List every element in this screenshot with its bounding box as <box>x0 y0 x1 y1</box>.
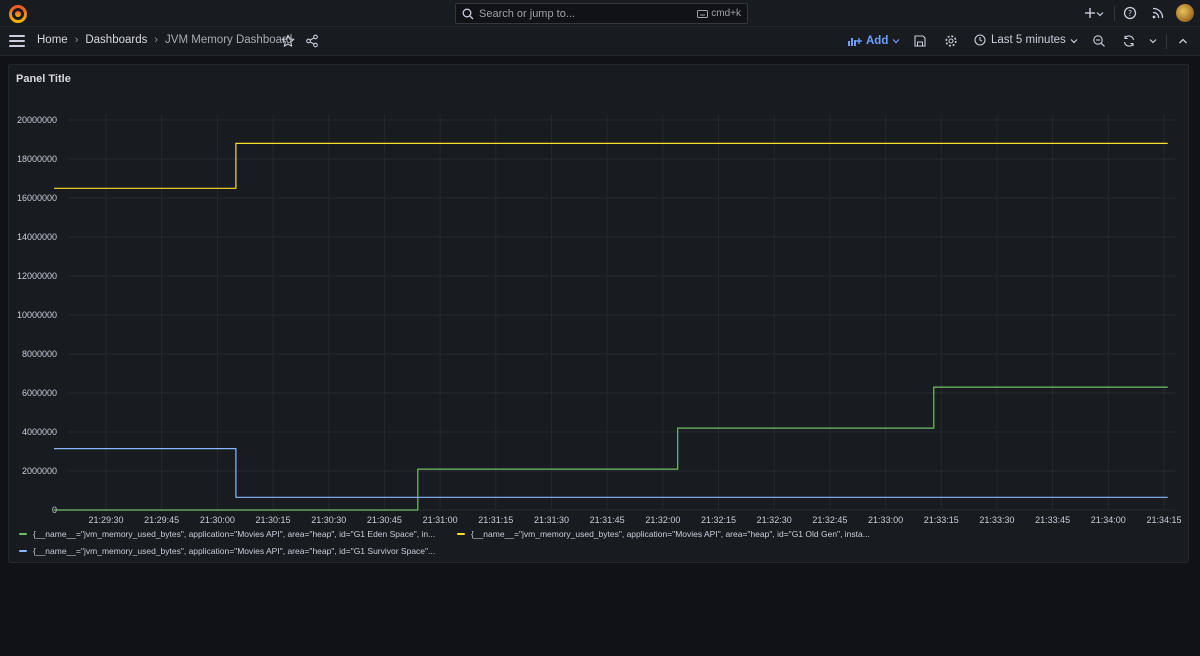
time-range-picker[interactable]: Last 5 minutes <box>974 34 1066 46</box>
y-tick-label: 12000000 <box>17 271 57 281</box>
y-tick-label: 2000000 <box>22 466 57 476</box>
x-tick-label: 21:31:00 <box>423 515 458 525</box>
menu-icon[interactable] <box>9 35 25 47</box>
x-tick-label: 21:31:45 <box>590 515 625 525</box>
x-tick-label: 21:31:15 <box>478 515 513 525</box>
divider <box>1114 6 1115 21</box>
x-tick-label: 21:33:45 <box>1035 515 1070 525</box>
chevron-right-icon: › <box>154 34 159 46</box>
svg-text:?: ? <box>1128 9 1132 18</box>
legend-label: {__name__="jvm_memory_used_bytes", appli… <box>33 529 436 539</box>
top-bar: Search or jump to... cmd+k ? <box>0 0 1200 27</box>
y-tick-label: 10000000 <box>17 310 57 320</box>
chevron-up-icon[interactable] <box>1176 34 1190 48</box>
x-tick-label: 21:30:15 <box>256 515 291 525</box>
rss-news-icon[interactable] <box>1150 5 1166 21</box>
divider <box>1166 34 1167 49</box>
add-button-label: Add <box>866 35 889 47</box>
legend-item[interactable]: {__name__="jvm_memory_used_bytes", appli… <box>19 529 435 539</box>
x-tick-label: 21:30:45 <box>367 515 402 525</box>
time-range-label: Last 5 minutes <box>991 34 1066 46</box>
chevron-down-icon[interactable] <box>1149 37 1157 45</box>
x-tick-label: 21:33:15 <box>924 515 959 525</box>
search-bar[interactable]: Search or jump to... cmd+k <box>455 3 748 24</box>
breadcrumb: Home › Dashboards › JVM Memory Dashboard <box>37 34 292 46</box>
plus-icon[interactable] <box>1082 5 1098 21</box>
search-icon <box>462 8 474 19</box>
keyboard-icon <box>697 9 709 18</box>
series-line-3 <box>54 448 1168 498</box>
x-tick-label: 21:34:15 <box>1146 515 1181 525</box>
x-tick-label: 21:29:45 <box>144 515 179 525</box>
x-tick-label: 21:30:30 <box>311 515 346 525</box>
panel-title[interactable]: Panel Title <box>16 73 71 85</box>
legend-label: {__name__="jvm_memory_used_bytes", appli… <box>471 529 870 539</box>
y-tick-label: 8000000 <box>22 349 57 359</box>
legend-swatch <box>457 533 465 535</box>
search-placeholder: Search or jump to... <box>479 7 575 20</box>
breadcrumb-home[interactable]: Home <box>37 34 68 46</box>
x-tick-label: 21:33:30 <box>979 515 1014 525</box>
add-panel-icon <box>848 38 862 46</box>
x-tick-label: 21:30:00 <box>200 515 235 525</box>
add-button[interactable]: Add <box>848 33 900 49</box>
graph-panel[interactable]: Panel Title 20000000 18000000 16000000 1400… <box>8 64 1189 563</box>
chevron-down-icon[interactable] <box>1096 10 1104 18</box>
x-tick-label: 21:34:00 <box>1091 515 1126 525</box>
grafana-logo-icon[interactable] <box>8 4 28 24</box>
shortcut-label: cmd+k <box>711 8 741 19</box>
x-tick-label: 21:32:00 <box>645 515 680 525</box>
y-tick-label: 6000000 <box>22 388 57 398</box>
refresh-icon[interactable] <box>1122 34 1136 48</box>
gear-icon[interactable] <box>944 34 958 48</box>
y-tick-label: 18000000 <box>17 154 57 164</box>
chevron-right-icon: › <box>74 34 79 46</box>
chevron-down-icon[interactable] <box>1070 37 1078 45</box>
x-tick-label: 21:33:00 <box>868 515 903 525</box>
series-line-1 <box>54 386 1168 511</box>
user-avatar[interactable] <box>1176 4 1194 22</box>
y-tick-label: 20000000 <box>17 115 57 125</box>
x-tick-label: 21:32:15 <box>701 515 736 525</box>
breadcrumb-dashboards[interactable]: Dashboards <box>85 34 148 46</box>
x-tick-label: 21:29:30 <box>88 515 123 525</box>
chevron-down-icon <box>892 39 900 44</box>
keyboard-shortcut: cmd+k <box>697 8 741 19</box>
help-icon[interactable]: ? <box>1122 5 1138 21</box>
legend-swatch <box>19 550 27 552</box>
x-tick-label: 21:32:30 <box>757 515 792 525</box>
x-tick-label: 21:32:45 <box>812 515 847 525</box>
breadcrumb-current: JVM Memory Dashboard <box>165 34 293 46</box>
legend-item[interactable]: {__name__="jvm_memory_used_bytes", appli… <box>457 529 870 539</box>
legend-label: {__name__="jvm_memory_used_bytes", appli… <box>33 546 436 556</box>
clock-icon <box>974 34 986 46</box>
zoom-out-icon[interactable] <box>1092 34 1106 48</box>
series-line-2 <box>54 142 1168 189</box>
legend-item[interactable]: {__name__="jvm_memory_used_bytes", appli… <box>19 546 435 556</box>
share-icon[interactable] <box>305 34 319 48</box>
time-series-chart[interactable]: 20000000 18000000 16000000 14000000 12000000… <box>9 65 1190 564</box>
y-tick-label: 4000000 <box>22 427 57 437</box>
dashboard-nav-bar: Home › Dashboards › JVM Memory Dashboard… <box>0 27 1200 56</box>
save-icon[interactable] <box>913 34 927 48</box>
y-tick-label: 14000000 <box>17 232 57 242</box>
star-icon[interactable] <box>281 34 295 48</box>
x-tick-label: 21:31:30 <box>534 515 569 525</box>
y-tick-label: 16000000 <box>17 193 57 203</box>
legend-swatch <box>19 533 27 535</box>
